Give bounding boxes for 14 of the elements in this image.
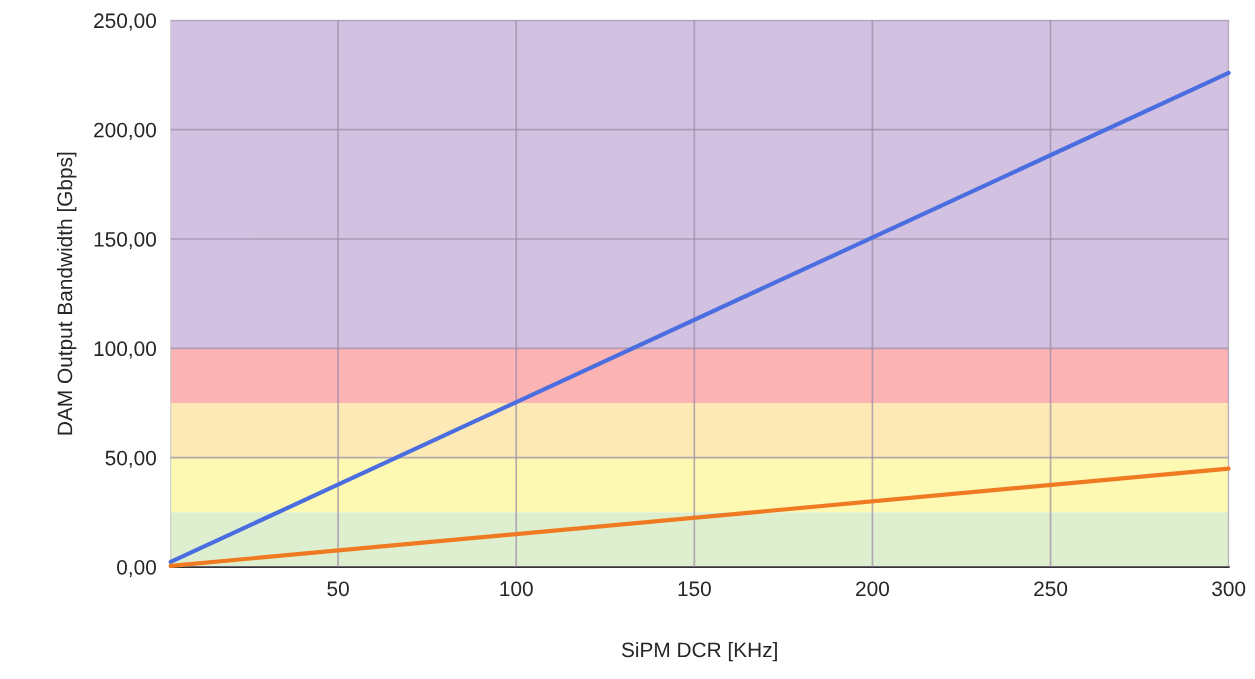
y-tick-label: 0,00	[117, 559, 156, 578]
x-tick-label: 150	[678, 581, 711, 597]
y-tick-label: 250,00	[94, 13, 156, 31]
y-tick-label: 50,00	[105, 450, 156, 468]
y-tick-label: 100,00	[94, 341, 156, 359]
x-tick-label: 100	[500, 581, 533, 597]
x-tick-label: 300	[1212, 581, 1246, 597]
x-tick-label: 200	[856, 581, 889, 597]
y-tick-label: 200,00	[94, 122, 156, 140]
x-tick-label: 50	[327, 581, 349, 597]
x-axis-title: SiPM DCR [KHz]	[621, 641, 777, 662]
y-axis-title: DAM Output Bandwidth [Gbps]	[56, 152, 77, 435]
x-tick-label: 250	[1034, 581, 1068, 597]
y-tick-label: 150,00	[94, 232, 156, 250]
